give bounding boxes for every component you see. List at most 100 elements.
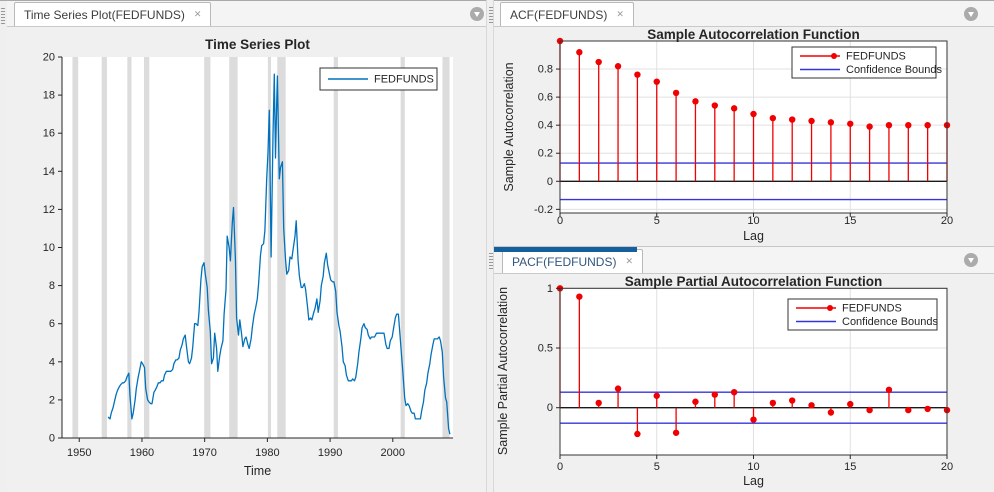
svg-text:5: 5	[654, 215, 660, 227]
svg-text:Confidence Bounds: Confidence Bounds	[842, 316, 939, 328]
svg-text:0.5: 0.5	[538, 343, 553, 355]
stem-dot	[576, 49, 583, 56]
svg-text:0: 0	[547, 176, 553, 188]
stem-dot	[827, 119, 835, 126]
stem-dot	[905, 121, 912, 129]
grip-icon[interactable]	[1, 8, 5, 25]
close-icon[interactable]: ✕	[193, 9, 202, 19]
series-line	[107, 73, 451, 435]
svg-text:18: 18	[43, 90, 55, 102]
axes: 0 2 4 6 8 10 12 14 16 18 20 1950 1960 1970 1980 1990 200…	[43, 52, 453, 459]
svg-text:FEDFUNDS: FEDFUNDS	[374, 74, 434, 86]
dock-strip-middle[interactable]	[486, 0, 494, 492]
svg-text:1960: 1960	[130, 447, 154, 459]
recession-bands	[72, 57, 450, 438]
ts-tabbar: Time Series Plot(FEDFUNDS) ✕	[7, 0, 486, 27]
svg-text:6: 6	[49, 318, 55, 330]
recession-band	[333, 57, 338, 438]
pacf-figure: 0 5 10 15 20 0 0.5 1 Sample Partial Autocorrelat…	[494, 274, 994, 492]
svg-text:Time Series Plot: Time Series Plot	[205, 37, 310, 52]
close-icon[interactable]: ✕	[616, 9, 624, 19]
svg-text:0.8: 0.8	[538, 64, 553, 76]
grip-icon[interactable]	[489, 7, 493, 24]
legend-marker-dot	[827, 305, 833, 311]
svg-text:8: 8	[49, 280, 55, 292]
svg-text:2: 2	[49, 394, 55, 406]
stem-dot	[692, 98, 699, 105]
chevron-down-icon	[968, 258, 974, 263]
axes: 0 5 10 15 20 0 0.5 1	[538, 283, 953, 473]
acf-chart[interactable]: 0 5 10 15 20 -0.2 0 0.2 0.4 0.6 0.8 Sample Autocorr…	[494, 27, 994, 246]
svg-text:1980: 1980	[255, 447, 279, 459]
tab-pacf[interactable]: PACF(FEDFUNDS) ✕	[502, 249, 643, 273]
plot-area	[62, 57, 453, 438]
svg-text:Sample Autocorrelation: Sample Autocorrelation	[502, 62, 516, 191]
stem-dot	[924, 405, 931, 413]
svg-text:Sample Autocorrelation Functio: Sample Autocorrelation Function	[647, 27, 860, 42]
legend[interactable]: FEDFUNDS	[319, 67, 438, 91]
recession-band	[144, 57, 150, 438]
recession-band	[204, 57, 211, 438]
time-series-chart[interactable]: 0 2 4 6 8 10 12 14 16 18 20 1950 1960 1970 1980 1990 200…	[7, 27, 486, 492]
stem-dot	[595, 399, 602, 407]
svg-text:20: 20	[43, 52, 55, 64]
svg-text:20: 20	[941, 461, 953, 473]
acf-tabbar: ACF(FEDFUNDS) ✕	[494, 0, 994, 27]
svg-text:0: 0	[49, 433, 55, 445]
svg-text:5: 5	[654, 461, 660, 473]
tab-acf[interactable]: ACF(FEDFUNDS) ✕	[500, 2, 634, 26]
tab-time-series-plot[interactable]: Time Series Plot(FEDFUNDS) ✕	[14, 2, 212, 26]
actions-menu-button[interactable]	[470, 7, 484, 21]
recession-band	[400, 57, 405, 438]
recession-band	[442, 57, 450, 438]
svg-text:FEDFUNDS: FEDFUNDS	[842, 303, 902, 315]
recession-band	[101, 57, 107, 438]
stem-dot	[885, 386, 893, 394]
close-icon[interactable]: ✕	[625, 256, 633, 266]
chevron-down-icon	[474, 12, 480, 17]
svg-text:0.4: 0.4	[538, 120, 553, 132]
svg-text:FEDFUNDS: FEDFUNDS	[846, 51, 906, 63]
stem-dot	[847, 120, 854, 127]
pacf-chart[interactable]: 0 5 10 15 20 0 0.5 1 Sample Partial Autocorrelat…	[494, 274, 994, 492]
panel-acf: ACF(FEDFUNDS) ✕ 0 5 10 15 20 -0.2 0 0.2 0.4 0.6 0.…	[494, 0, 994, 246]
stem-dot	[769, 399, 777, 407]
stem-dot	[866, 406, 873, 414]
actions-menu-button[interactable]	[964, 253, 978, 267]
tab-label: ACF(FEDFUNDS)	[510, 7, 608, 22]
stem-dot	[905, 406, 912, 414]
svg-text:0: 0	[557, 461, 563, 473]
pacf-stems	[556, 285, 951, 438]
stem-dot	[653, 78, 660, 85]
stem-dot	[653, 392, 660, 399]
svg-text:0.2: 0.2	[538, 148, 553, 160]
stem-dot	[769, 114, 777, 122]
acf-figure: 0 5 10 15 20 -0.2 0 0.2 0.4 0.6 0.8 Sample Autocorr…	[494, 27, 994, 246]
stem-dot	[634, 71, 641, 78]
stem-dot	[672, 429, 680, 436]
stem-dot	[808, 402, 815, 409]
stem-dot	[827, 409, 835, 416]
stem-dot	[789, 116, 796, 123]
tab-label: Time Series Plot(FEDFUNDS)	[24, 7, 185, 22]
stem-dot	[614, 63, 622, 70]
svg-text:Sample Partial Autocorrelation: Sample Partial Autocorrelation	[496, 287, 510, 455]
stem-dot	[866, 123, 873, 130]
pacf-tabbar: PACF(FEDFUNDS) ✕	[494, 247, 994, 274]
svg-text:10: 10	[43, 242, 55, 254]
confidence-bounds	[560, 391, 947, 424]
recession-band	[127, 57, 132, 438]
svg-text:16: 16	[43, 128, 55, 140]
stem-dot	[750, 416, 757, 423]
svg-text:2000: 2000	[381, 447, 405, 459]
svg-text:14: 14	[43, 166, 55, 178]
grip-icon[interactable]	[489, 253, 493, 270]
legend-marker-dot	[831, 53, 837, 59]
stem-dot	[808, 117, 815, 125]
actions-menu-button[interactable]	[964, 7, 978, 21]
svg-text:Lag: Lag	[743, 229, 764, 243]
svg-text:Lag: Lag	[743, 474, 764, 488]
recession-band	[267, 57, 272, 438]
